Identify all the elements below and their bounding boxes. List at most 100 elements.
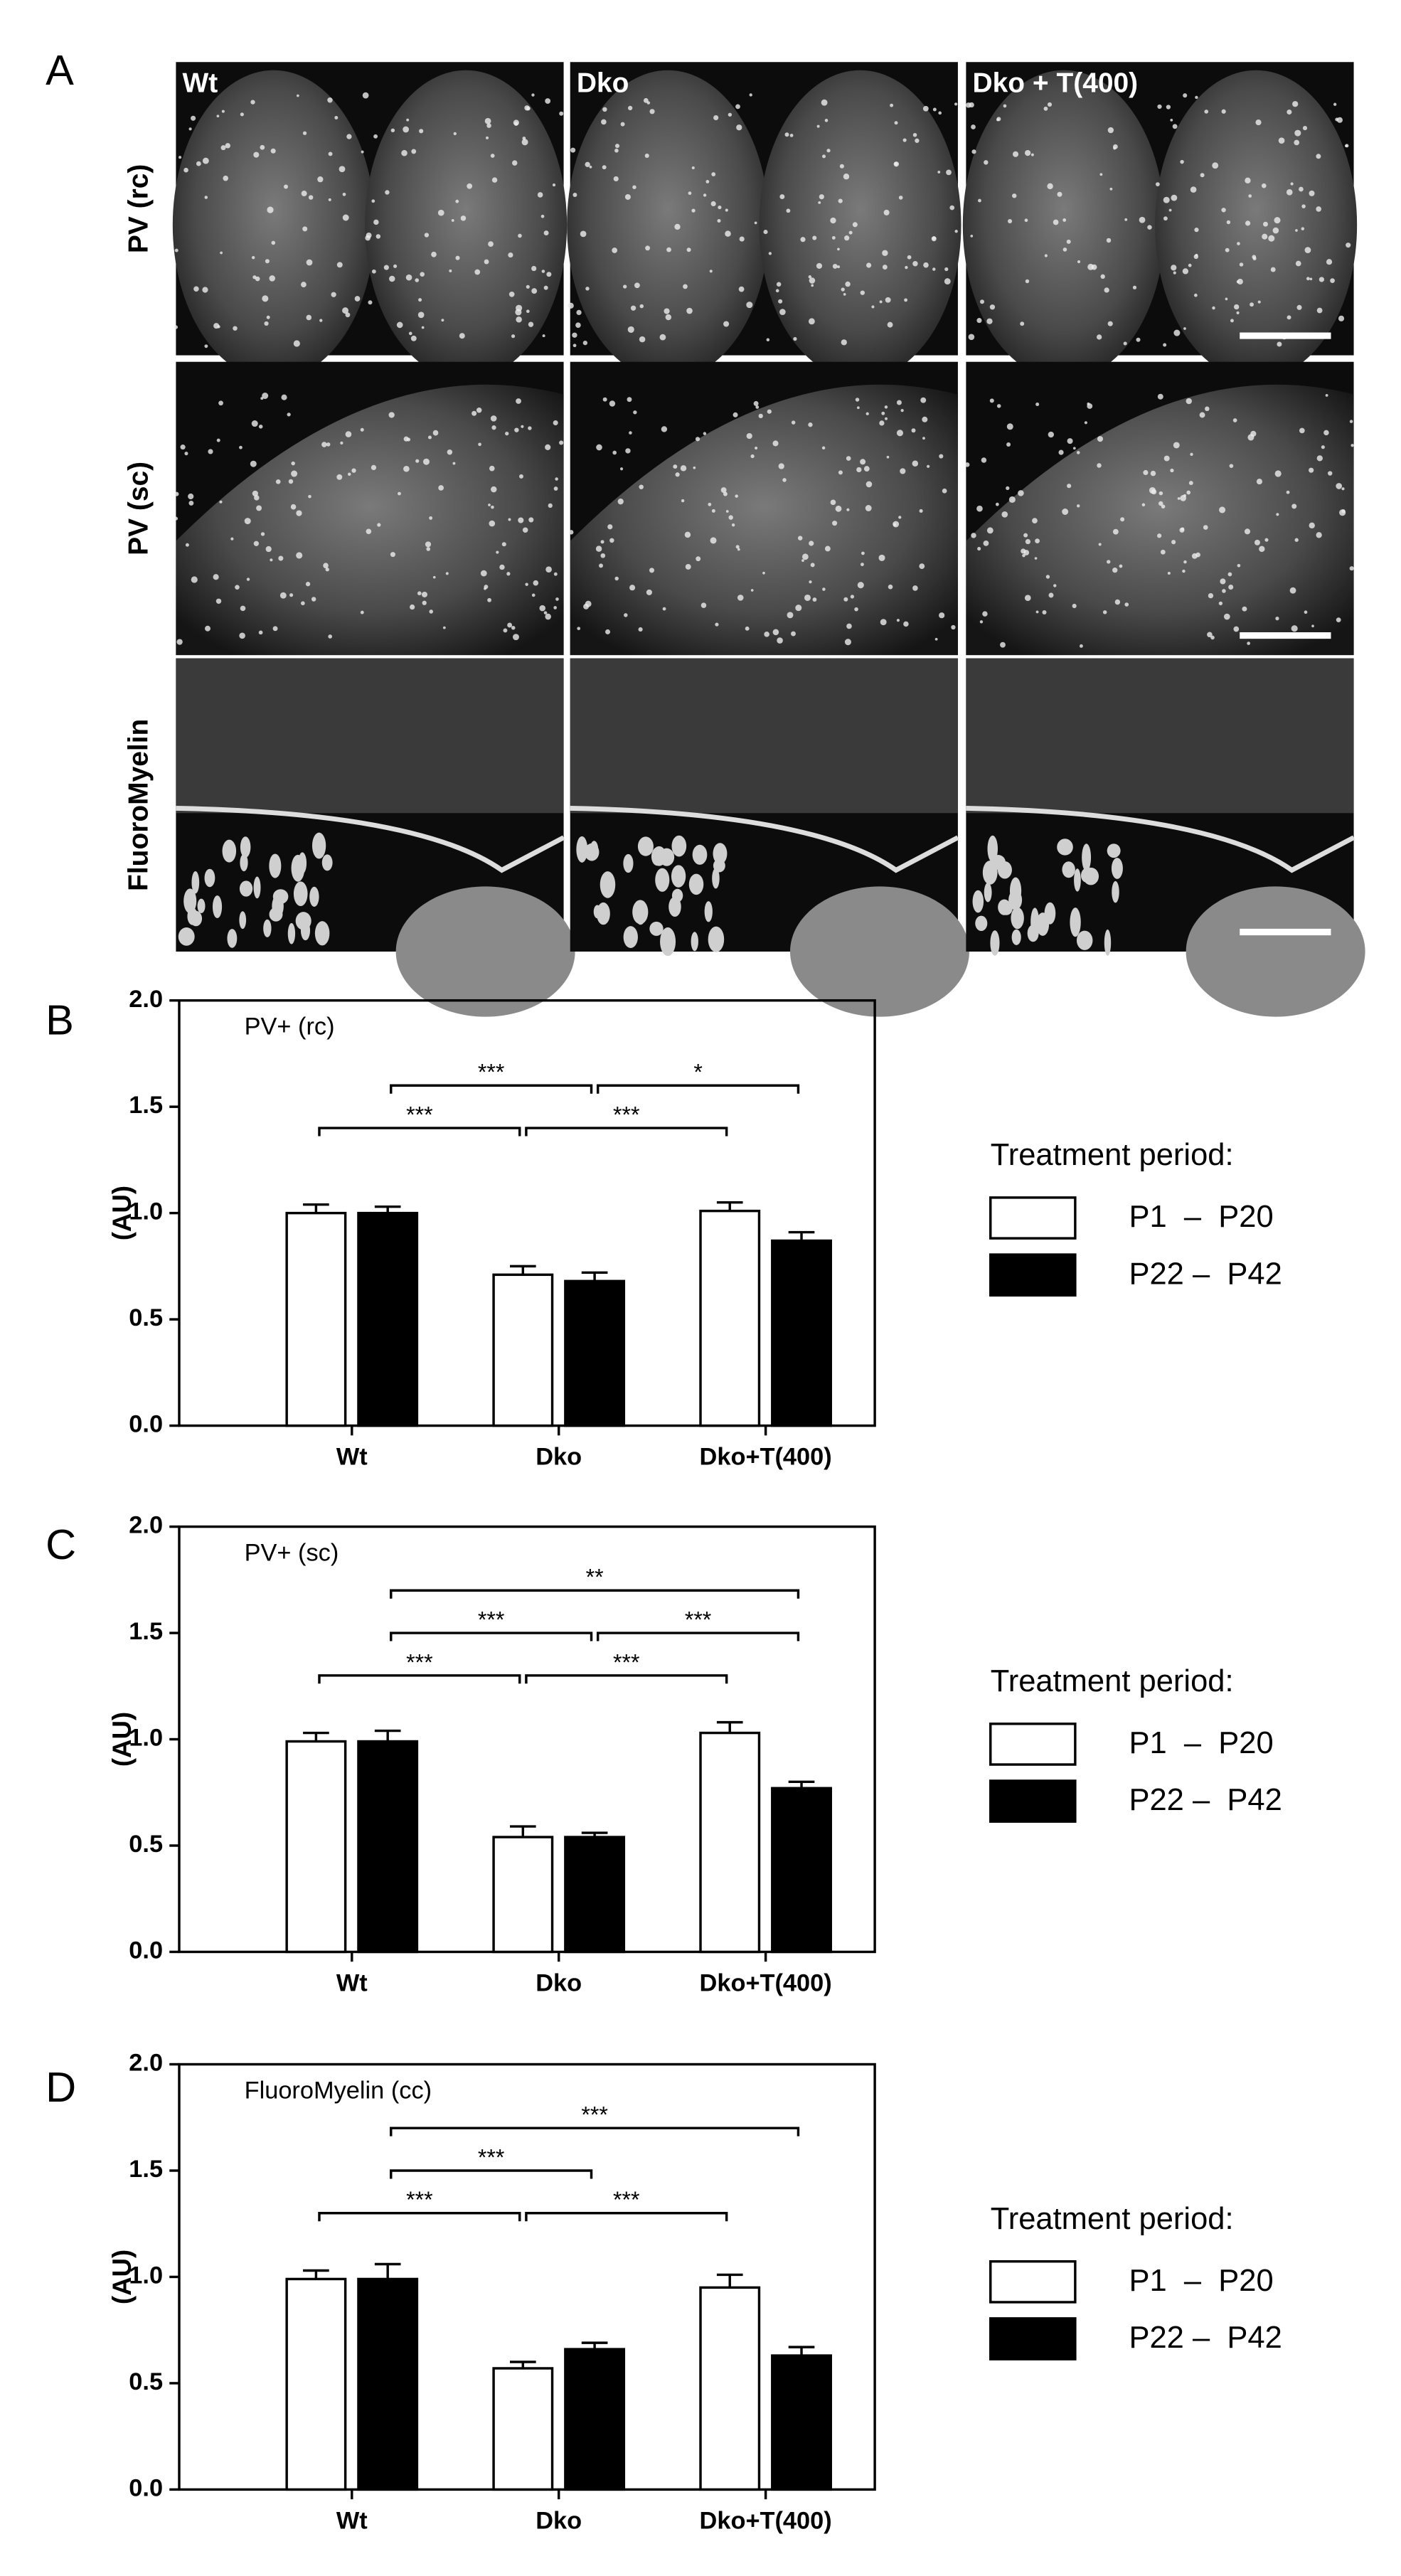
cell (1245, 220, 1251, 226)
cell (1173, 271, 1176, 275)
panel-label: B (46, 996, 74, 1043)
fiber (1000, 901, 1013, 915)
cell (1163, 216, 1168, 221)
cell (1309, 277, 1313, 281)
cell (265, 259, 270, 264)
cell (1212, 162, 1219, 169)
cell (396, 321, 403, 329)
fiber (287, 922, 296, 944)
cell (1120, 517, 1125, 522)
fiber (240, 836, 251, 858)
cell (1191, 553, 1198, 559)
cell (1225, 297, 1228, 301)
cell (845, 281, 851, 287)
cell (383, 265, 389, 270)
cell (844, 235, 850, 241)
cell (601, 119, 607, 125)
cell (920, 397, 927, 403)
cell (779, 194, 785, 200)
significance-label: *** (478, 1607, 504, 1632)
panel-label: A (46, 46, 74, 94)
cell (572, 332, 577, 338)
x-tick-label: Wt (336, 1443, 368, 1470)
cell (1205, 406, 1210, 412)
cell (1221, 208, 1226, 213)
fiber (1062, 861, 1075, 878)
cell (545, 566, 552, 573)
cell (898, 516, 902, 519)
fiber (997, 861, 1012, 879)
cell (1066, 239, 1071, 244)
cell (258, 425, 263, 429)
y-tick-label: 2.0 (129, 1512, 163, 1539)
cell (1102, 610, 1107, 614)
bar (357, 1211, 419, 1427)
cell (1035, 610, 1039, 614)
cell (302, 131, 307, 135)
cell (949, 205, 955, 211)
legend-label: P22 – P42 (1129, 1783, 1282, 1817)
cell (1106, 238, 1112, 243)
cell (984, 160, 989, 165)
cell (824, 119, 829, 122)
cell (856, 406, 860, 410)
cell (403, 465, 410, 472)
cell (438, 485, 444, 491)
fiber (190, 910, 203, 927)
cell (787, 612, 794, 619)
cell (1190, 452, 1193, 457)
cell (1336, 483, 1343, 489)
x-tick-label: Dko+T(400) (700, 1969, 832, 1996)
fiber (660, 927, 676, 957)
cell (1190, 186, 1197, 193)
cell (907, 255, 912, 260)
cell (1024, 218, 1028, 223)
cell (323, 563, 329, 569)
cell (553, 486, 558, 491)
tissue (966, 805, 1355, 873)
cell (488, 504, 491, 506)
cell (1183, 93, 1188, 98)
cell (664, 308, 670, 314)
cell (1107, 560, 1111, 564)
cell (501, 542, 506, 547)
cell (809, 580, 812, 584)
cell (1349, 566, 1354, 571)
cell (793, 336, 797, 341)
cell (1338, 315, 1345, 321)
cell (1034, 557, 1038, 560)
cell (213, 323, 220, 329)
cell (1047, 102, 1053, 107)
cell (693, 466, 696, 469)
cell (499, 564, 505, 570)
cell (452, 462, 456, 465)
cell (1304, 247, 1311, 254)
cell (944, 278, 951, 284)
cell (362, 92, 369, 99)
significance-bracket (318, 2212, 521, 2222)
fiber (651, 847, 664, 866)
cell (385, 190, 390, 195)
cell (505, 431, 509, 436)
cell (342, 307, 349, 314)
cell (1163, 196, 1170, 203)
cell (1096, 334, 1102, 340)
cell (1287, 315, 1291, 320)
cell (624, 193, 631, 200)
cell (649, 568, 655, 573)
cell (491, 505, 494, 509)
cell (1223, 613, 1230, 620)
cell (553, 420, 558, 426)
cell (521, 425, 524, 428)
cell (1158, 491, 1163, 496)
legend-swatch (989, 1723, 1077, 1766)
chart-title: PV+ (rc) (245, 1013, 335, 1040)
cell (351, 468, 356, 473)
cell (971, 533, 976, 538)
cell (528, 517, 534, 523)
fiber (984, 883, 992, 903)
cell (390, 552, 395, 558)
cell (377, 523, 381, 527)
cell (1299, 427, 1305, 434)
cell (1181, 527, 1185, 531)
